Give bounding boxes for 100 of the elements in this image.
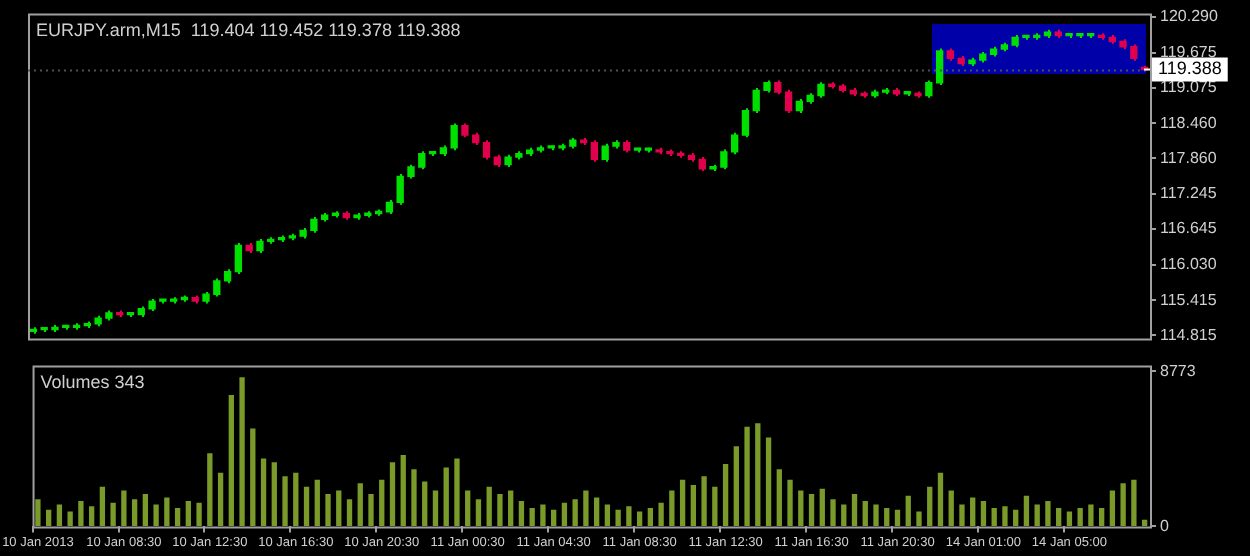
bar [56,504,63,527]
y-tick-label: 0 [1160,516,1170,535]
bar [851,493,858,527]
bar [1034,504,1040,527]
bar [626,506,632,527]
bar [776,469,782,527]
bar [798,490,804,527]
bar [894,509,901,527]
bar [271,462,277,527]
candlestick [741,107,750,139]
y-tick-label: 117.245 [1160,184,1218,203]
candlestick [234,242,243,275]
bar [744,426,750,527]
bar [1002,506,1008,527]
bar [389,462,396,527]
bar [551,509,557,527]
bar [712,486,718,527]
bar [325,493,331,527]
bar [217,472,224,527]
bar [293,472,299,527]
bar [99,486,106,527]
bar [755,423,761,527]
bar [1045,501,1051,527]
bar [841,504,847,527]
bar [1109,490,1116,527]
bar [400,455,406,527]
bar [357,483,363,527]
chart-title: Volumes 343 [40,371,145,392]
bar [475,499,482,527]
bar [970,497,976,527]
y-tick-label: 117.860 [1160,148,1218,167]
bar [561,502,568,527]
bar [432,490,439,527]
y-tick-label: 119.675 [1160,43,1218,62]
bar [110,502,116,527]
bar [572,499,578,527]
bar [518,501,525,527]
bar [207,453,213,527]
bar [916,511,922,527]
bar [1131,479,1137,527]
bar [303,486,310,527]
bar [830,499,836,527]
y-tick-label: 8773 [1160,361,1197,380]
bar [1056,508,1062,527]
bar [927,486,933,527]
bar [583,490,589,527]
bar [336,490,342,527]
bar [679,479,686,527]
bar [733,446,739,527]
bar [808,493,815,527]
bar [669,490,675,527]
bar [497,493,503,527]
bar [250,428,256,527]
y-tick-label: 116.645 [1160,219,1218,238]
bar [604,504,611,527]
bar [980,501,987,527]
bar [1088,504,1094,527]
bar [819,488,825,527]
bar [153,504,159,527]
bar [1066,511,1073,527]
bar [615,509,621,527]
bar [722,463,729,527]
bar [593,497,600,527]
y-tick-label: 118.460 [1160,113,1218,132]
bar [239,377,245,527]
bar [636,511,643,527]
bar [142,493,149,527]
bar [765,437,772,527]
bar [228,394,234,527]
bar [422,481,428,527]
y-tick-label: 116.030 [1160,255,1218,274]
bar [368,493,374,527]
bar [131,499,138,527]
bar [282,476,288,527]
bar [185,501,191,527]
bar [959,504,965,527]
bar [443,467,449,527]
bar [46,509,52,527]
bar [164,497,170,527]
bar [1023,495,1030,527]
bar [540,504,546,527]
bar [486,486,492,527]
bar [690,485,697,527]
bar [991,508,997,527]
bar [67,511,73,527]
bar [787,479,793,527]
candlestick [935,47,944,87]
bar [465,490,471,527]
bar [196,502,202,527]
bar [905,495,911,527]
bar [1120,483,1126,527]
bar [78,501,84,527]
bar [314,479,320,527]
bar [937,472,944,527]
y-tick-label: 119.075 [1160,78,1218,97]
bar [1077,508,1083,527]
bar [1013,509,1019,527]
bar [862,501,868,527]
y-tick-label: 120.290 [1160,7,1219,26]
candlestick [482,139,491,161]
